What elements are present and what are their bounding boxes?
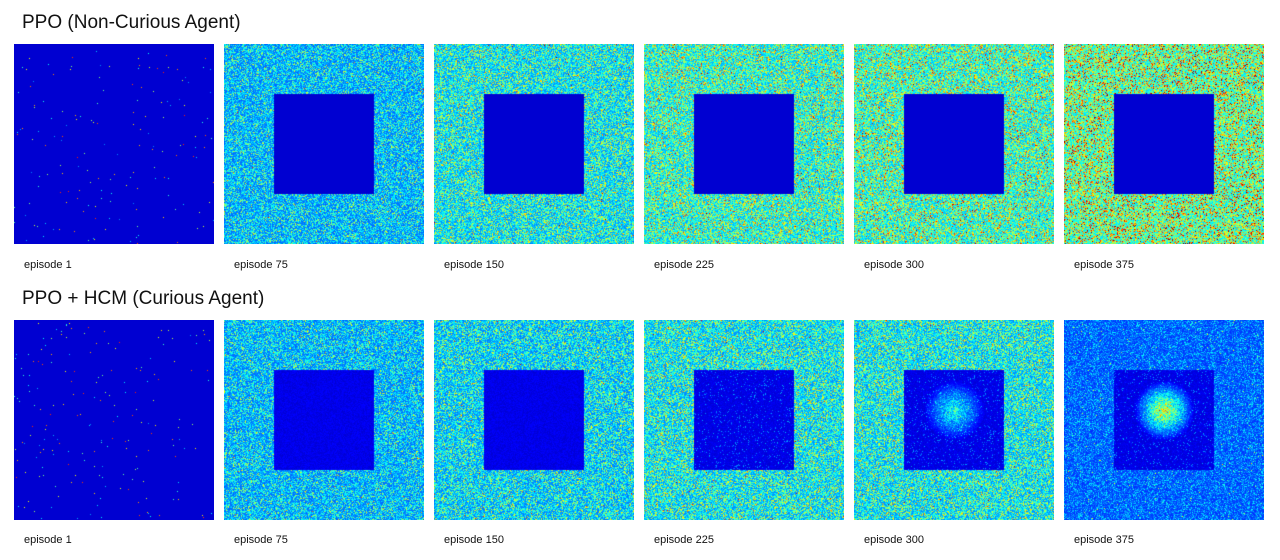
- panel-caption: episode 150: [444, 534, 504, 546]
- panel-caption: episode 375: [1074, 534, 1134, 546]
- heatmap-image: [1064, 44, 1264, 244]
- row-title-non-curious: PPO (Non-Curious Agent): [22, 12, 241, 33]
- heatmap-panel: [644, 320, 844, 520]
- heatmap-panel: [854, 320, 1054, 520]
- heatmap-panel: [14, 44, 214, 244]
- heatmap-image: [224, 44, 424, 244]
- heatmap-panel: [224, 320, 424, 520]
- panel-caption: episode 300: [864, 534, 924, 546]
- panel-caption: episode 1: [24, 259, 72, 271]
- heatmap-panel: [434, 44, 634, 244]
- panel-caption: episode 75: [234, 534, 288, 546]
- heatmap-image: [1064, 320, 1264, 520]
- heatmap-image: [644, 320, 844, 520]
- heatmap-panel: [1064, 320, 1264, 520]
- heatmap-panel: [1064, 44, 1264, 244]
- panel-caption: episode 225: [654, 534, 714, 546]
- heatmap-image: [854, 44, 1054, 244]
- heatmap-panel: [434, 320, 634, 520]
- panel-caption: episode 75: [234, 259, 288, 271]
- heatmap-image: [434, 320, 634, 520]
- heatmap-image: [14, 320, 214, 520]
- heatmap-image: [14, 44, 214, 244]
- panel-caption: episode 1: [24, 534, 72, 546]
- row-title-curious: PPO + HCM (Curious Agent): [22, 288, 265, 309]
- heatmap-image: [434, 44, 634, 244]
- heatmap-image: [854, 320, 1054, 520]
- heatmap-panel: [854, 44, 1054, 244]
- heatmap-image: [644, 44, 844, 244]
- heatmap-image: [224, 320, 424, 520]
- panel-caption: episode 300: [864, 259, 924, 271]
- heatmap-panel: [224, 44, 424, 244]
- heatmap-panel: [14, 320, 214, 520]
- panel-caption: episode 375: [1074, 259, 1134, 271]
- panel-caption: episode 150: [444, 259, 504, 271]
- heatmap-panel: [644, 44, 844, 244]
- panel-caption: episode 225: [654, 259, 714, 271]
